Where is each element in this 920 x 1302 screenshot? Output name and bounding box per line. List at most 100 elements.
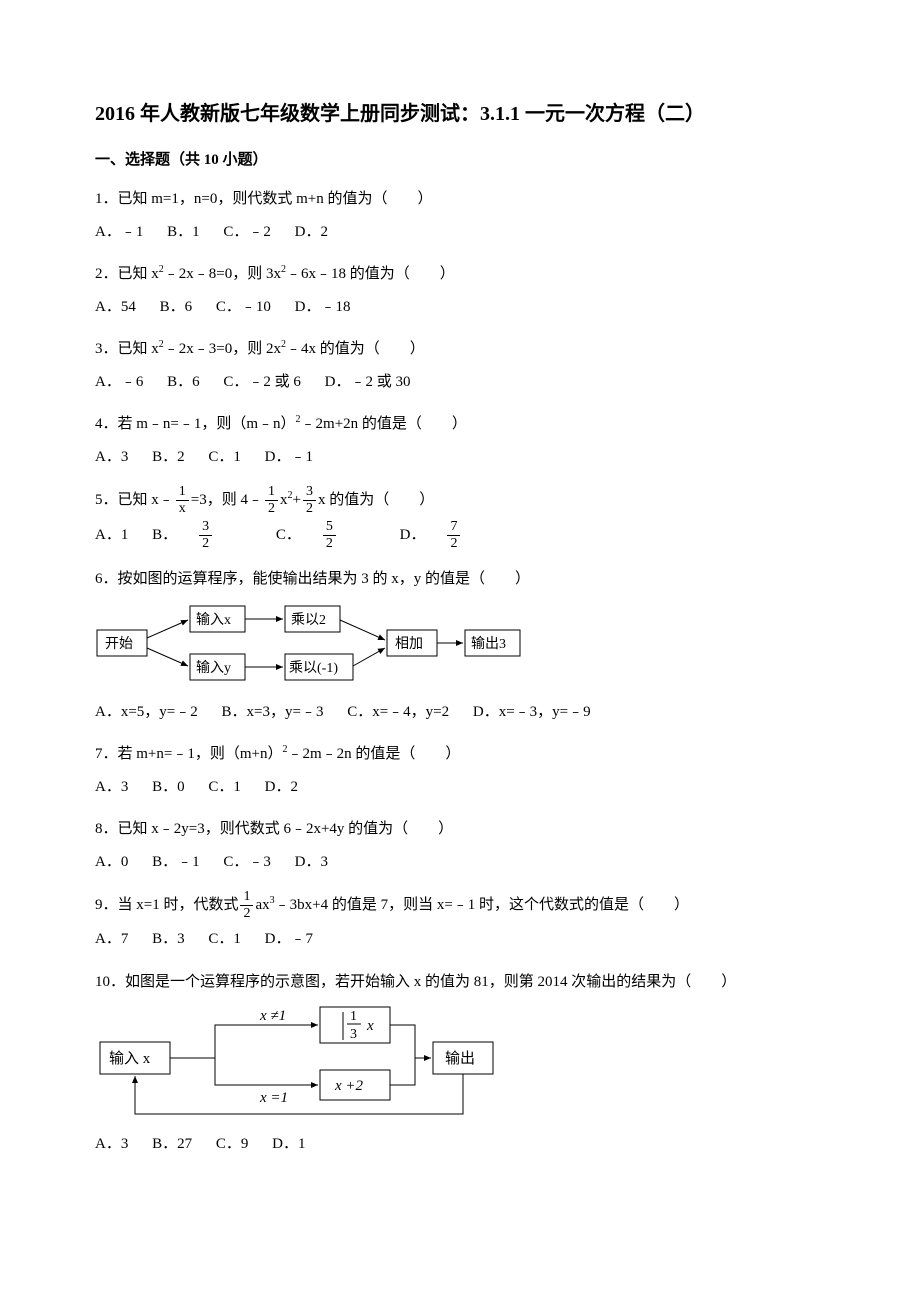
q6-opt-a: A．x=5，y=﹣2 xyxy=(95,698,198,727)
q5-d-num: 7 xyxy=(447,520,460,536)
q5-t2: =3，则 4﹣ xyxy=(191,492,263,508)
q5-frac1-num: 1 xyxy=(176,485,189,501)
q5-frac3-den: 2 xyxy=(303,501,316,516)
q1-opt-c: C．﹣2 xyxy=(223,218,271,247)
q9-t1: 9．当 x=1 时，代数式 xyxy=(95,897,238,913)
q10-opt-b: B．27 xyxy=(152,1130,192,1159)
q7-opt-d: D．2 xyxy=(265,773,298,802)
q3-opt-d: D．﹣2 或 30 xyxy=(325,368,411,397)
q1-opt-a: A．﹣1 xyxy=(95,218,143,247)
question-2: 2．已知 x2﹣2x﹣8=0，则 3x2﹣6x﹣18 的值为（ ） A．54 B… xyxy=(95,260,825,321)
q5-c-num: 5 xyxy=(323,520,336,536)
q2-options: A．54 B．6 C．﹣10 D．﹣18 xyxy=(95,293,825,322)
question-3: 3．已知 x2﹣2x﹣3=0，则 2x2﹣4x 的值为（ ） A．﹣6 B．6 … xyxy=(95,335,825,396)
q6-options: A．x=5，y=﹣2 B．x=3，y=﹣3 C．x=﹣4，y=2 D．x=﹣3，… xyxy=(95,698,825,727)
q2-opt-d: D．﹣18 xyxy=(295,293,351,322)
q2-opt-c: C．﹣10 xyxy=(216,293,271,322)
q5-d-label: D． xyxy=(400,521,426,550)
q8-opt-b: B．﹣1 xyxy=(152,848,200,877)
q9-opt-b: B．3 xyxy=(152,925,185,954)
q3-text3: ﹣4x 的值为（ ） xyxy=(286,341,425,357)
q1-options: A．﹣1 B．1 C．﹣2 D．2 xyxy=(95,218,825,247)
q5-opt-b: B． 32 xyxy=(152,520,252,551)
q1-stem: 1．已知 m=1，n=0，则代数式 m+n 的值为（ ） xyxy=(95,185,825,214)
q2-text: 2．已知 x xyxy=(95,266,159,282)
q2-text2: ﹣2x﹣8=0，则 3x xyxy=(164,266,281,282)
q7-stem: 7．若 m+n=﹣1，则（m+n）2﹣2m﹣2n 的值是（ ） xyxy=(95,740,825,769)
q6-add-label: 相加 xyxy=(395,636,423,652)
q7-options: A．3 B．0 C．1 D．2 xyxy=(95,773,825,802)
q6-out-label: 输出3 xyxy=(471,636,506,652)
q7-opt-a: A．3 xyxy=(95,773,128,802)
q3-text: 3．已知 x xyxy=(95,341,159,357)
q2-text3: ﹣6x﹣18 的值为（ ） xyxy=(286,266,455,282)
q3-opt-b: B．6 xyxy=(167,368,200,397)
q4-stem: 4．若 m﹣n=﹣1，则（m﹣n）2﹣2m+2n 的值是（ ） xyxy=(95,410,825,439)
q3-stem: 3．已知 x2﹣2x﹣3=0，则 2x2﹣4x 的值为（ ） xyxy=(95,335,825,364)
q3-opt-a: A．﹣6 xyxy=(95,368,143,397)
q5-frac2-den: 2 xyxy=(265,501,278,516)
q5-c-label: C． xyxy=(276,521,301,550)
q5-b-label: B． xyxy=(152,521,177,550)
q5-frac2: 12 xyxy=(265,485,278,516)
q3-text2: ﹣2x﹣3=0，则 2x xyxy=(164,341,281,357)
q10-flowchart: 输入 x 1 3 x x +2 输出 x ≠1 x =1 xyxy=(95,1002,505,1122)
page-title: 2016 年人教新版七年级数学上册同步测试：3.1.1 一元一次方程（二） xyxy=(95,100,825,128)
q5-options: A．1 B．32 C．52 D．72 xyxy=(95,520,825,551)
q9-stem: 9．当 x=1 时，代数式12ax3﹣3bx+4 的值是 7，则当 x=﹣1 时… xyxy=(95,890,825,921)
q10-opt-c: C．9 xyxy=(216,1130,249,1159)
q7-t2: ﹣2m﹣2n 的值是（ ） xyxy=(287,746,460,762)
q6-opt-b: B．x=3，y=﹣3 xyxy=(222,698,324,727)
q5-opt-d: D． 72 xyxy=(400,520,501,551)
question-4: 4．若 m﹣n=﹣1，则（m﹣n）2﹣2m+2n 的值是（ ） A．3 B．2 … xyxy=(95,410,825,471)
q10-opt-a: A．3 xyxy=(95,1130,128,1159)
q6-muln1-label: 乘以(-1) xyxy=(289,660,338,676)
q10-in-label: 输入 x xyxy=(109,1050,151,1067)
q8-stem: 8．已知 x﹣2y=3，则代数式 6﹣2x+4y 的值为（ ） xyxy=(95,815,825,844)
q4-opt-d: D．﹣1 xyxy=(265,443,313,472)
q5-c-den: 2 xyxy=(323,536,336,551)
q5-b-den: 2 xyxy=(199,536,212,551)
q6-flowchart: 开始 输入x 输入y 乘以2 乘以(-1) 相加 输出3 xyxy=(95,600,525,690)
q6-start-label: 开始 xyxy=(105,636,133,652)
q7-opt-b: B．0 xyxy=(152,773,185,802)
q8-opt-d: D．3 xyxy=(295,848,328,877)
q10-out-label: 输出 xyxy=(445,1050,475,1067)
q5-b-num: 3 xyxy=(199,520,212,536)
q6-inx-label: 输入x xyxy=(196,612,231,628)
q7-t1: 7．若 m+n=﹣1，则（m+n） xyxy=(95,746,282,762)
q4-text: 4．若 m﹣n=﹣1，则（m﹣n） xyxy=(95,416,296,432)
q9-den: 2 xyxy=(240,906,253,921)
q5-d-den: 2 xyxy=(447,536,460,551)
q5-c-frac: 52 xyxy=(323,520,356,551)
q5-opt-a: A．1 xyxy=(95,521,128,550)
q9-frac: 12 xyxy=(240,890,253,921)
q1-opt-d: D．2 xyxy=(295,218,328,247)
q9-t3: ﹣3bx+4 的值是 7，则当 x=﹣1 时，这个代数式的值是（ ） xyxy=(275,897,689,913)
question-9: 9．当 x=1 时，代数式12ax3﹣3bx+4 的值是 7，则当 x=﹣1 时… xyxy=(95,890,825,954)
q6-mul2-label: 乘以2 xyxy=(291,612,326,628)
q4-options: A．3 B．2 C．1 D．﹣1 xyxy=(95,443,825,472)
q10-f1-den: 3 xyxy=(350,1027,357,1042)
q4-text2: ﹣2m+2n 的值是（ ） xyxy=(301,416,467,432)
q5-frac3-num: 3 xyxy=(303,485,316,501)
question-8: 8．已知 x﹣2y=3，则代数式 6﹣2x+4y 的值为（ ） A．0 B．﹣1… xyxy=(95,815,825,876)
q9-opt-a: A．7 xyxy=(95,925,128,954)
q5-t4: x 的值为（ ） xyxy=(318,492,434,508)
q9-t2: ax xyxy=(255,897,269,913)
q6-iny-label: 输入y xyxy=(196,660,231,676)
q10-cond2: x =1 xyxy=(259,1090,288,1106)
q5-t1: 5．已知 x﹣ xyxy=(95,492,174,508)
q4-opt-c: C．1 xyxy=(208,443,241,472)
q6-stem: 6．按如图的运算程序，能使输出结果为 3 的 x，y 的值是（ ） xyxy=(95,565,825,594)
q1-opt-b: B．1 xyxy=(167,218,200,247)
q9-options: A．7 B．3 C．1 D．﹣7 xyxy=(95,925,825,954)
q10-stem: 10．如图是一个运算程序的示意图，若开始输入 x 的值为 81，则第 2014 … xyxy=(95,968,825,997)
q4-opt-b: B．2 xyxy=(152,443,185,472)
q9-opt-d: D．﹣7 xyxy=(265,925,313,954)
q2-stem: 2．已知 x2﹣2x﹣8=0，则 3x2﹣6x﹣18 的值为（ ） xyxy=(95,260,825,289)
question-6: 6．按如图的运算程序，能使输出结果为 3 的 x，y 的值是（ ） 开始 输入x… xyxy=(95,565,825,726)
q5-plus: + xyxy=(292,492,300,508)
question-1: 1．已知 m=1，n=0，则代数式 m+n 的值为（ ） A．﹣1 B．1 C．… xyxy=(95,185,825,246)
q9-num: 1 xyxy=(240,890,253,906)
